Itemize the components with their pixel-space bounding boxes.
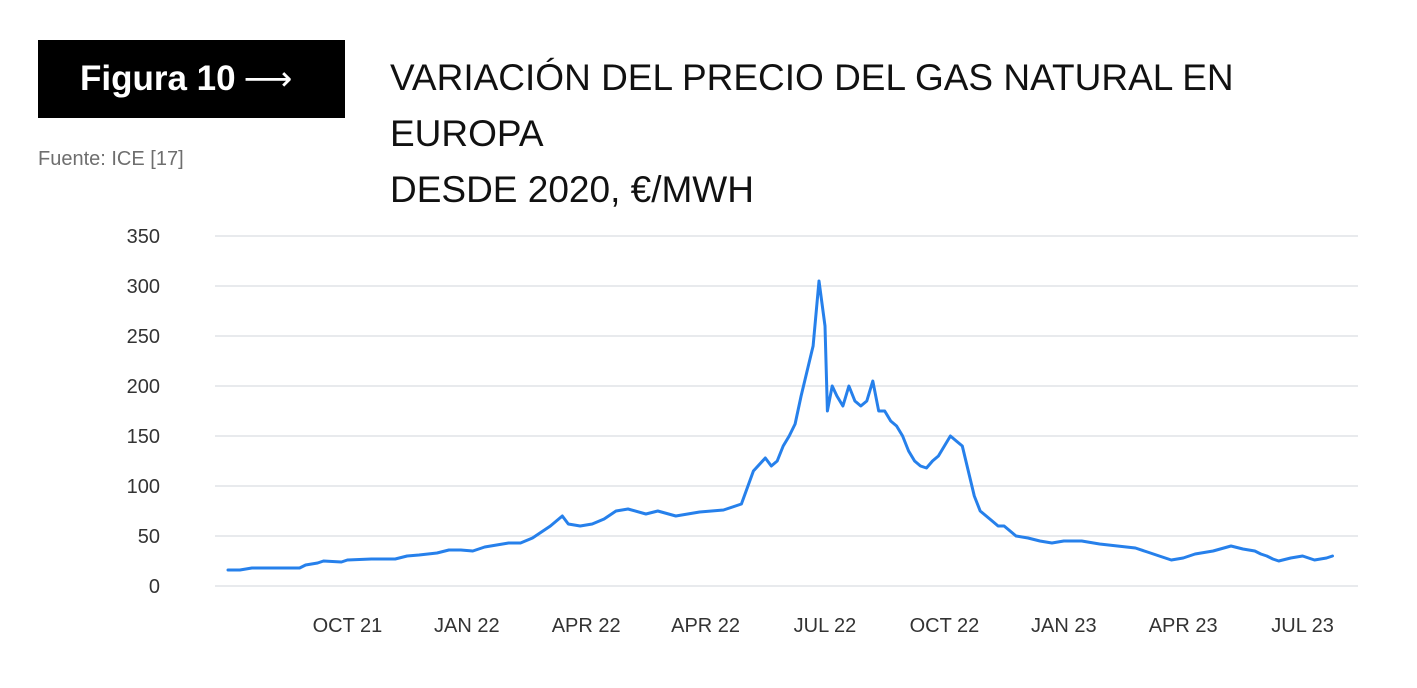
chart-title-line-2: DESDE 2020, €/MWH	[390, 169, 754, 210]
figure-label: Figura 10	[80, 59, 236, 98]
long-right-arrow-icon: ⟶	[243, 59, 293, 99]
chart-title: VARIACIÓN DEL PRECIO DEL GAS NATURAL EN …	[390, 50, 1390, 218]
y-tick-label: 150	[127, 426, 160, 448]
series-line-0	[226, 279, 1334, 572]
y-tick-label: 200	[127, 376, 160, 398]
y-tick-label: 300	[127, 276, 160, 298]
y-axis-tick-labels: 0 50 100 150 200 250 300 350	[127, 226, 160, 598]
figure-badge: Figura 10 ⟶	[38, 40, 345, 118]
y-tick-label: 100	[127, 476, 160, 498]
x-tick-label: JUL 22	[794, 615, 857, 637]
y-tick-label: 0	[149, 576, 160, 598]
grid-lines	[215, 235, 1358, 587]
x-tick-label: JAN 23	[1031, 615, 1097, 637]
chart-title-line-1: VARIACIÓN DEL PRECIO DEL GAS NATURAL EN …	[390, 57, 1234, 154]
y-tick-label: 250	[127, 326, 160, 348]
x-tick-label: OCT 21	[313, 615, 383, 637]
x-tick-label: APR 23	[1149, 615, 1218, 637]
source-note: Fuente: ICE [17]	[38, 148, 184, 170]
y-tick-label: 350	[127, 226, 160, 248]
x-axis-tick-labels: OCT 21 JAN 22 APR 22 APR 22 JUL 22 OCT 22 JAN …	[313, 615, 1334, 637]
x-tick-label: JAN 22	[434, 615, 500, 637]
x-tick-label: OCT 22	[910, 615, 980, 637]
x-tick-label: APR 22	[671, 615, 740, 637]
y-tick-label: 50	[138, 526, 160, 548]
x-tick-label: APR 22	[552, 615, 621, 637]
series-layer	[226, 279, 1334, 572]
x-tick-label: JUL 23	[1271, 615, 1334, 637]
